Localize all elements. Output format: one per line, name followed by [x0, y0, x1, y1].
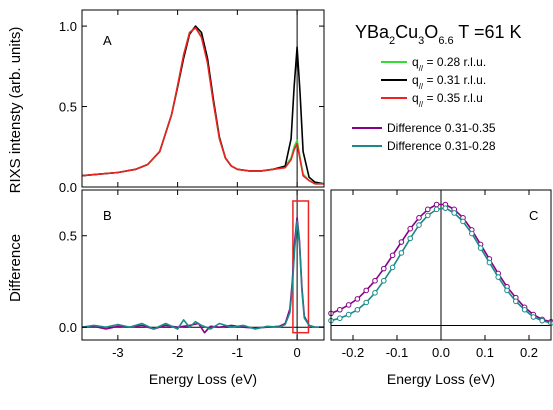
panel-a-letter: A — [103, 33, 112, 48]
panel-a-frame — [81, 9, 325, 188]
x-tick-label: -0.2 — [342, 345, 364, 360]
data-point — [398, 250, 405, 256]
series-line-a-1 — [81, 25, 325, 185]
data-point — [389, 264, 396, 271]
title-part: YBa — [355, 22, 390, 42]
x-tick-label: -1 — [232, 345, 244, 360]
data-point — [469, 230, 475, 237]
data-point — [354, 306, 361, 313]
data-point — [451, 210, 458, 216]
title-subscript: 3 — [418, 35, 424, 47]
x-axis-label-right: Energy Loss (eV) — [387, 371, 495, 387]
data-point — [363, 287, 370, 294]
data-point — [389, 252, 396, 259]
data-point — [363, 299, 370, 306]
data-point — [504, 287, 510, 294]
y-tick-label: 0.5 — [59, 229, 77, 244]
series-line-a-2 — [81, 26, 324, 185]
panel-b-letter: B — [103, 208, 112, 223]
legend-label: Difference 0.31-0.28 — [387, 139, 496, 153]
x-axis-label-left: Energy Loss (eV) — [149, 371, 257, 387]
y-axis-label-top: RIXS intensty (arb. units) — [7, 27, 24, 194]
legend-label: q// = 0.28 r.l.u. — [412, 55, 486, 73]
data-point — [407, 225, 414, 232]
x-tick-label: -0.1 — [386, 345, 408, 360]
title-subscript: 2 — [389, 35, 395, 47]
title-part: T =61 K — [454, 22, 522, 42]
panel-c-letter: C — [529, 208, 538, 223]
x-tick-label: -3 — [112, 345, 124, 360]
y-tick-label: 0.0 — [59, 320, 77, 335]
data-point — [521, 306, 528, 313]
data-point — [398, 239, 405, 245]
data-point — [407, 235, 414, 242]
data-point — [416, 222, 422, 228]
legend: q// = 0.28 r.l.u.q// = 0.31 r.l.u.q// = … — [352, 55, 496, 153]
legend-label: Difference 0.31-0.35 — [387, 121, 496, 135]
x-tick-label: 0.1 — [476, 345, 494, 360]
x-tick-label: 0 — [293, 345, 300, 360]
panel-b-plot: -3 -2 -1 0 0.0 0.5 B — [59, 189, 325, 360]
y-tick-label: 1.0 — [59, 19, 77, 34]
title-part: O — [424, 22, 438, 42]
data-point — [477, 245, 484, 251]
y-tick-label: 0.0 — [59, 180, 77, 195]
data-point — [337, 315, 343, 322]
title-part: Cu — [395, 22, 418, 42]
data-point — [433, 206, 440, 213]
legend-label: q// = 0.35 r.l.u — [412, 91, 483, 109]
chart-title: YBa2Cu3O6.6 T =61 K — [355, 22, 522, 47]
data-point — [337, 306, 343, 313]
series-line-b-1 — [81, 220, 324, 330]
y-tick-label: 0.5 — [59, 100, 77, 115]
x-tick-label: 0.2 — [520, 345, 538, 360]
data-point — [425, 206, 431, 213]
x-tick-label: 0.0 — [432, 345, 450, 360]
data-point — [381, 277, 387, 284]
data-point — [530, 314, 537, 320]
panel-c-frame — [330, 189, 552, 341]
data-point — [539, 317, 546, 324]
data-point — [354, 296, 361, 302]
data-point — [416, 215, 422, 221]
data-point — [442, 205, 449, 211]
y-axis-label-bottom: Difference — [7, 234, 24, 302]
data-point — [486, 259, 493, 266]
series-line-a-0 — [81, 26, 324, 185]
panel-b-frame — [81, 189, 325, 341]
data-point — [495, 274, 502, 280]
data-point — [345, 302, 352, 308]
data-point — [345, 311, 352, 318]
data-point — [372, 290, 378, 296]
x-tick-label: -2 — [172, 345, 184, 360]
title-subscript: 6.6 — [438, 35, 453, 47]
data-point — [513, 298, 519, 305]
data-point — [433, 201, 440, 208]
panel-c-plot: -0.2 -0.1 0.0 0.1 0.2 C — [328, 189, 553, 360]
panel-a-plot: 0.0 0.5 1.0 A — [59, 9, 325, 195]
legend-label: q// = 0.31 r.l.u. — [412, 73, 486, 91]
data-point — [460, 218, 466, 225]
series-line-b-0 — [81, 216, 324, 334]
data-point — [372, 277, 378, 284]
data-point — [425, 212, 431, 219]
data-point — [381, 265, 387, 272]
